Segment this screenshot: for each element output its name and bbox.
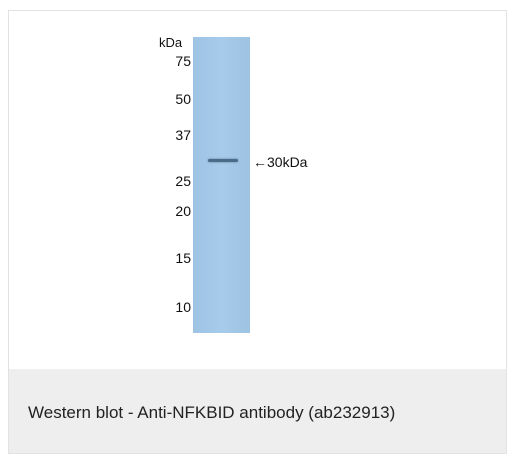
marker-37: 37 — [175, 127, 191, 143]
figure-card: kDa 75 50 37 25 20 15 10 ←30kDa Western … — [8, 10, 507, 454]
marker-75: 75 — [175, 53, 191, 69]
band-size-label: ←30kDa — [253, 154, 308, 170]
blot-lane — [193, 37, 250, 333]
caption-bar: Western blot - Anti-NFKBID antibody (ab2… — [9, 369, 506, 453]
marker-15: 15 — [175, 250, 191, 266]
marker-20: 20 — [175, 203, 191, 219]
marker-25: 25 — [175, 173, 191, 189]
marker-10: 10 — [175, 299, 191, 315]
western-blot-image: kDa 75 50 37 25 20 15 10 ←30kDa — [149, 21, 349, 341]
figure-caption: Western blot - Anti-NFKBID antibody (ab2… — [28, 403, 396, 422]
marker-50: 50 — [175, 91, 191, 107]
kda-axis-label: kDa — [159, 35, 183, 50]
protein-band — [208, 159, 238, 162]
figure-image-area[interactable]: kDa 75 50 37 25 20 15 10 ←30kDa — [9, 11, 506, 369]
